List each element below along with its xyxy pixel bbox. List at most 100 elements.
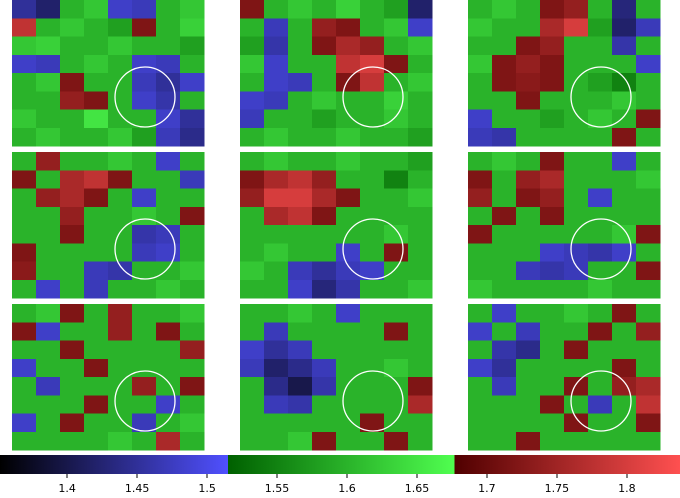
cell [312,206,337,226]
cell [564,413,589,433]
cell [312,358,337,378]
cell [60,377,85,396]
cell [360,261,385,281]
cell [156,431,181,451]
cell [288,225,313,244]
cell [288,358,313,378]
cell [384,73,409,92]
cell [588,431,613,451]
cell [516,91,541,110]
cell [132,279,157,299]
cell [156,170,181,189]
cell [612,279,637,299]
cell [468,225,493,244]
aperture-circle [342,66,404,128]
cell [108,340,133,360]
cell [588,36,613,56]
cell [492,170,517,189]
cell [132,413,157,433]
cell [156,18,181,37]
cell [564,109,589,129]
cell [564,431,589,451]
cell [636,431,661,451]
cell [408,395,433,414]
cell [180,170,205,189]
cell [468,340,493,360]
cell [288,206,313,226]
tick-label: 1.6 [338,482,356,495]
cell [180,73,205,92]
cell [588,377,613,396]
cell [408,304,433,323]
cell [240,225,265,244]
cell [336,36,361,56]
cell [12,18,37,37]
cell [384,91,409,110]
cell [156,73,181,92]
cell [636,91,661,110]
cell [240,54,265,74]
cell [132,340,157,360]
cell [36,18,61,37]
cell [240,395,265,414]
cell [156,395,181,414]
cell [384,170,409,189]
aperture-circle [342,370,404,432]
cell [564,304,589,323]
cell [336,18,361,37]
cell [132,54,157,74]
cell [288,91,313,110]
cell [612,377,637,396]
cell [408,261,433,281]
cell [312,322,337,341]
cell [384,206,409,226]
cell [468,0,493,19]
cell [564,170,589,189]
cell [36,109,61,129]
cell [288,340,313,360]
cell [60,261,85,281]
cell [336,431,361,451]
cell [264,225,289,244]
cell [180,358,205,378]
cell [84,279,109,299]
cell [36,395,61,414]
cell [288,243,313,262]
panel [468,152,661,299]
cell [516,340,541,360]
cell [108,413,133,433]
cell [156,413,181,433]
cell [336,358,361,378]
cell [408,188,433,208]
cell [312,54,337,74]
cell [360,73,385,92]
aperture-circle [114,370,176,432]
cell [360,304,385,323]
cell [156,358,181,378]
cell [588,206,613,226]
cell [360,54,385,74]
cell [12,127,37,147]
cell [288,0,313,19]
cell [156,0,181,19]
cell [264,304,289,323]
cell [264,152,289,171]
cell [336,340,361,360]
cell [132,170,157,189]
cell [636,18,661,37]
panel [12,0,205,147]
cell [588,188,613,208]
cell [60,36,85,56]
cell [588,18,613,37]
cell [588,0,613,19]
cell [384,18,409,37]
cell [12,395,37,414]
cell [36,54,61,74]
cell [84,340,109,360]
cell [156,377,181,396]
cell [336,91,361,110]
cell [492,109,517,129]
cell [408,73,433,92]
cell [312,431,337,451]
cell [516,188,541,208]
